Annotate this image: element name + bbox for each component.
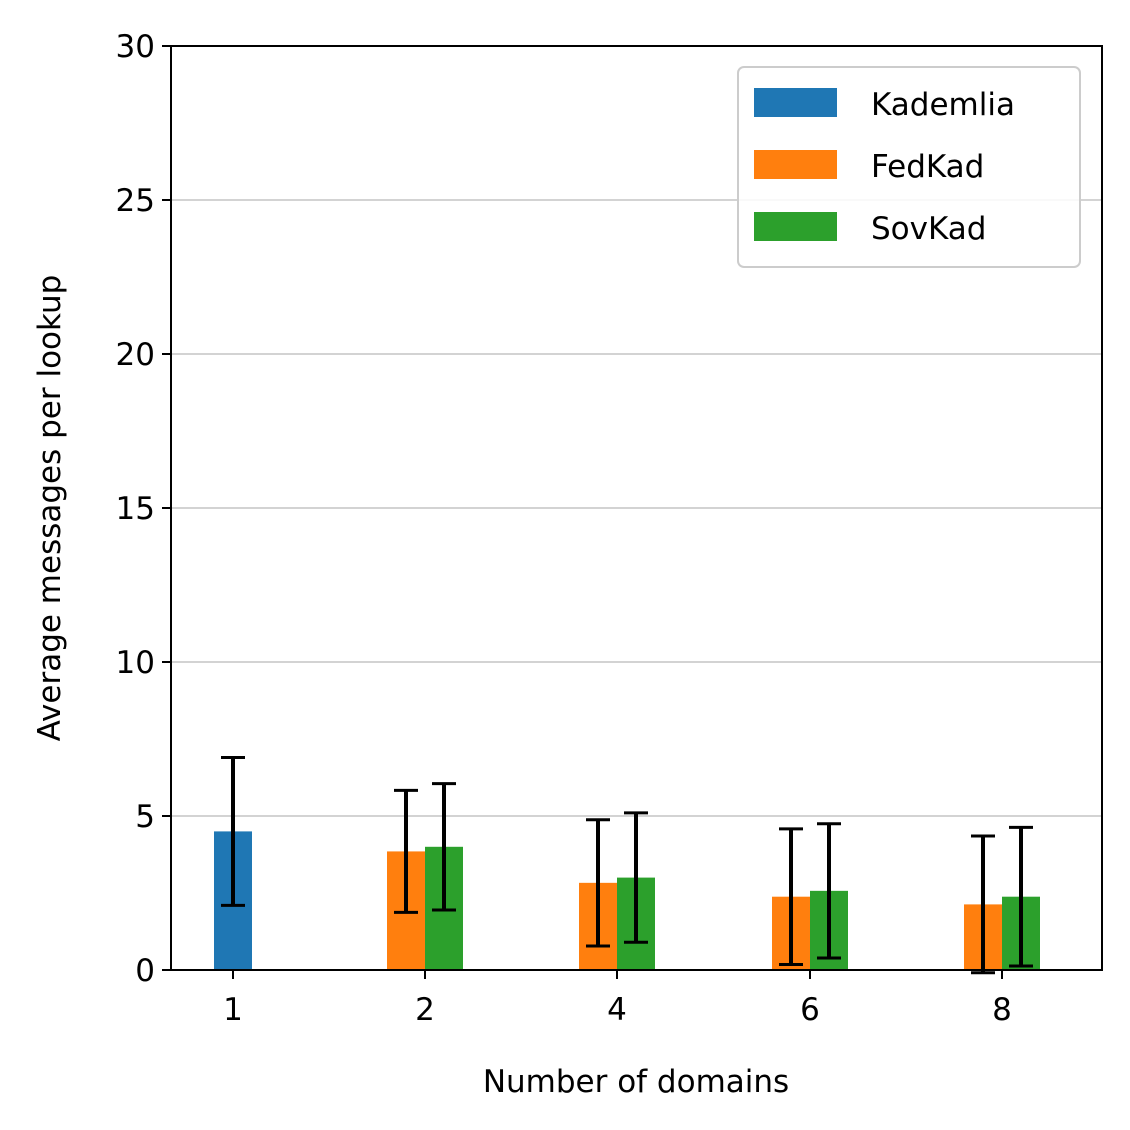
- y-tick-label: 25: [116, 183, 155, 219]
- x-axis: 1 2 4 6 8: [223, 970, 1012, 1028]
- x-tick-label: 4: [607, 992, 627, 1028]
- y-tick-label: 5: [135, 799, 155, 835]
- legend-swatch-fedkad: [754, 150, 837, 179]
- y-tick-label: 15: [116, 491, 155, 527]
- y-tick-label: 30: [116, 29, 155, 65]
- legend-swatch-sovkad: [754, 212, 837, 241]
- x-axis-title: Number of domains: [483, 1064, 789, 1100]
- gridlines: [171, 199, 1102, 817]
- legend: Kademlia FedKad SovKad: [737, 66, 1081, 268]
- bars: [214, 831, 1040, 970]
- x-tick-label: 6: [800, 992, 820, 1028]
- legend-swatch-kademlia: [754, 88, 837, 117]
- x-tick-label: 2: [415, 992, 435, 1028]
- x-tick-label: 8: [992, 992, 1012, 1028]
- error-bars: [221, 755, 1033, 975]
- x-tick-label: 1: [223, 992, 243, 1028]
- y-tick-label: 0: [135, 953, 155, 989]
- legend-label-kademlia: Kademlia: [871, 87, 1015, 123]
- y-axis-title: Average messages per lookup: [32, 275, 68, 742]
- legend-label-fedkad: FedKad: [871, 149, 984, 185]
- y-tick-label: 10: [116, 645, 155, 681]
- y-tick-label: 20: [116, 337, 155, 373]
- y-axis: 0 5 10 15 20 25 30: [116, 29, 171, 989]
- legend-label-sovkad: SovKad: [871, 211, 986, 247]
